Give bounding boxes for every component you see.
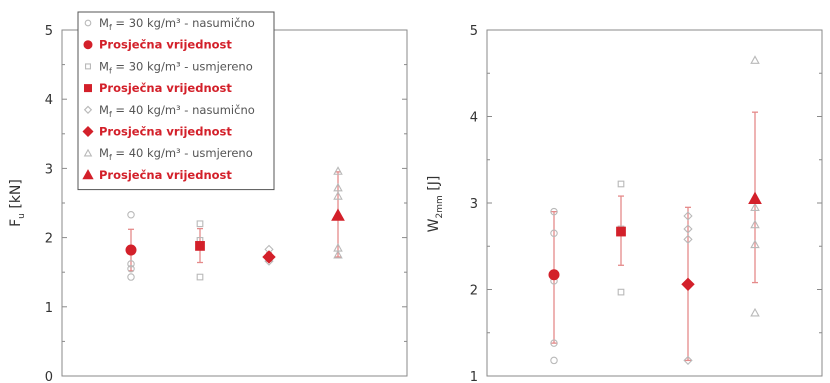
sample-point-circle bbox=[127, 264, 135, 273]
sample-point-circle bbox=[127, 211, 135, 219]
legend-marker-square bbox=[84, 84, 92, 93]
mean-point-circle bbox=[125, 244, 137, 256]
y-tick-label: 4 bbox=[470, 111, 478, 126]
legend-label: Mf = 30 kg/m³ - usmjereno bbox=[99, 59, 253, 75]
sample-point-circle bbox=[127, 260, 135, 268]
y-tick-label: 1 bbox=[470, 370, 478, 383]
mean-point-square bbox=[616, 226, 626, 237]
series-circle bbox=[548, 207, 560, 365]
sample-point-diamond bbox=[683, 211, 693, 221]
mean-point-circle bbox=[548, 269, 560, 281]
sample-point-triangle bbox=[750, 202, 760, 211]
sample-point-square bbox=[196, 220, 204, 228]
chart-right-w2mm: 1 2 3 4 5 W2mm [J] bbox=[426, 24, 823, 383]
series-triangle bbox=[748, 55, 762, 317]
legend-label: Prosječna vrijednost bbox=[99, 168, 232, 182]
y-tick-label: 2 bbox=[45, 232, 53, 247]
legend-label: Mf = 40 kg/m³ - nasumično bbox=[99, 103, 255, 119]
series-diamond bbox=[262, 244, 276, 266]
y-tick-label: 5 bbox=[470, 24, 478, 39]
legend-label: Prosječna vrijednost bbox=[99, 125, 232, 139]
legend: Mf = 30 kg/m³ - nasumično Prosječna vrije… bbox=[77, 11, 275, 191]
sample-point-triangle bbox=[333, 249, 343, 259]
mean-point-diamond bbox=[262, 250, 276, 264]
sample-point-triangle bbox=[750, 307, 760, 317]
plot-frame bbox=[486, 29, 823, 377]
legend-marker-square bbox=[85, 63, 92, 70]
sample-point-diamond bbox=[683, 224, 693, 234]
y-tick-label: 2 bbox=[470, 284, 478, 299]
legend-label: Mf = 40 kg/m³ - usmjereno bbox=[99, 146, 253, 162]
series-square bbox=[616, 180, 626, 296]
sample-point-square bbox=[617, 180, 625, 188]
sample-point-triangle bbox=[333, 191, 343, 200]
legend-marker-triangle bbox=[82, 169, 94, 180]
legend-label: Prosječna vrijednost bbox=[99, 81, 232, 95]
sample-point-circle bbox=[550, 229, 558, 238]
sample-point-diamond bbox=[683, 355, 693, 366]
y-tick-label: 4 bbox=[45, 93, 53, 108]
sample-point-circle bbox=[550, 356, 558, 365]
y-tick-label: 3 bbox=[470, 197, 478, 212]
legend-marker-circle bbox=[83, 40, 93, 50]
y-tick-label: 5 bbox=[45, 24, 53, 39]
series-triangle bbox=[331, 166, 345, 259]
series-square bbox=[195, 220, 205, 281]
y-tick-label: 0 bbox=[45, 370, 53, 383]
sample-point-circle bbox=[127, 273, 135, 281]
sample-point-square bbox=[617, 288, 625, 296]
y-tick-label: 3 bbox=[45, 162, 53, 177]
chart-left-fu: 0 1 2 3 4 5 Fu [kN] Mf = 30 kg/m³ - nasumično Pr… bbox=[8, 11, 408, 383]
sample-point-triangle bbox=[333, 166, 343, 175]
legend-marker-diamond bbox=[83, 105, 93, 114]
legend-marker-diamond bbox=[82, 125, 94, 138]
y-axis-label: W2mm [J] bbox=[426, 176, 445, 233]
sample-point-circle bbox=[550, 207, 558, 216]
series-circle bbox=[125, 211, 137, 281]
sample-point-triangle bbox=[750, 55, 760, 64]
sample-point-triangle bbox=[750, 239, 760, 249]
legend-label: Prosječna vrijednost bbox=[99, 38, 232, 52]
legend-marker-triangle bbox=[83, 148, 93, 157]
mean-point-triangle bbox=[331, 208, 345, 221]
legend-marker-circle bbox=[84, 19, 92, 27]
sample-point-triangle bbox=[333, 182, 343, 192]
mean-point-square bbox=[195, 241, 205, 251]
mean-point-triangle bbox=[748, 191, 762, 204]
mean-point-diamond bbox=[681, 277, 695, 292]
legend-box bbox=[77, 11, 275, 191]
sample-point-circle bbox=[550, 339, 558, 347]
series-diamond bbox=[681, 206, 695, 366]
sample-point-diamond bbox=[683, 234, 693, 244]
sample-point-triangle bbox=[750, 219, 760, 229]
legend-label: Mf = 30 kg/m³ - nasumično bbox=[99, 16, 255, 32]
sample-point-square bbox=[196, 273, 204, 281]
y-tick-label: 1 bbox=[45, 301, 53, 316]
y-axis-label: Fu [kN] bbox=[8, 179, 27, 227]
